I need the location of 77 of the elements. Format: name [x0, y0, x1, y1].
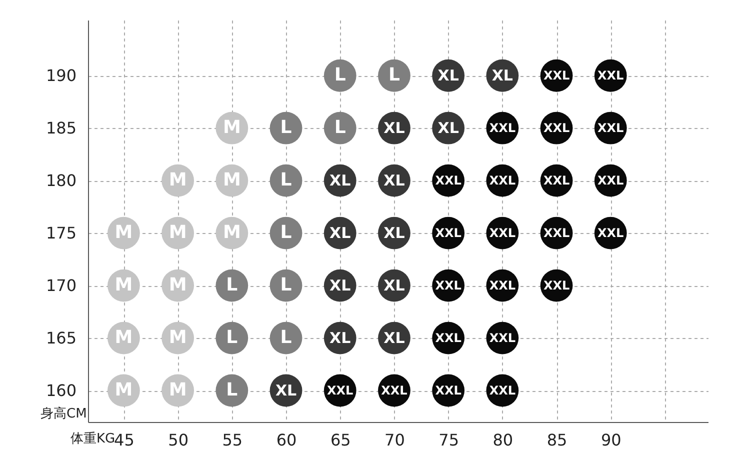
x-tick-label: 85 — [546, 430, 568, 450]
y-tick-label: 185 — [46, 118, 76, 138]
text: L — [280, 274, 292, 296]
text: XL — [384, 329, 405, 348]
text: M — [222, 170, 241, 191]
text: XXL — [489, 278, 516, 293]
text: XL — [384, 172, 405, 190]
text: XXL — [598, 174, 624, 188]
text: L — [280, 170, 292, 191]
x-tick-label: 50 — [168, 430, 188, 450]
text: M — [168, 170, 187, 191]
text: L — [226, 274, 238, 296]
y-axis-title: 身高CM — [40, 406, 87, 422]
y-tick-label: 170 — [46, 276, 76, 296]
text: XXL — [435, 331, 462, 346]
text: XL — [438, 66, 459, 85]
x-axis-title: 体重KG — [70, 432, 116, 446]
text: M — [114, 327, 133, 348]
x-tick-label: 60 — [276, 430, 297, 450]
text: M — [114, 380, 133, 401]
x-tick-label: 65 — [330, 430, 351, 450]
text: XL — [438, 119, 459, 138]
x-tick-label: 45 — [114, 430, 134, 450]
x-tick-label: 90 — [600, 430, 622, 450]
text: XXL — [598, 121, 624, 136]
text: XXL — [435, 174, 462, 188]
x-tick-label: 55 — [222, 430, 243, 450]
text: L — [280, 222, 292, 244]
text: M — [168, 222, 187, 244]
text: XL — [384, 224, 405, 242]
text: XXL — [489, 226, 516, 240]
text: M — [222, 117, 241, 138]
text: XL — [384, 276, 405, 295]
x-tick-label: 70 — [384, 430, 405, 450]
text: XXL — [435, 226, 462, 240]
text: XXL — [543, 121, 570, 136]
y-tick-label: 160 — [46, 381, 76, 400]
text: XXL — [327, 384, 354, 398]
text: XXL — [489, 121, 516, 136]
text: XXL — [435, 384, 462, 398]
y-tick-label: 175 — [46, 224, 76, 243]
text: XXL — [598, 226, 624, 240]
text: XXL — [489, 384, 516, 398]
text: XL — [330, 329, 351, 348]
text: XXL — [543, 174, 570, 188]
text: L — [334, 64, 346, 86]
text: XXL — [598, 68, 624, 83]
x-tick-label: 75 — [438, 430, 459, 450]
series-label: XL — [275, 382, 298, 400]
text: L — [226, 380, 238, 401]
text: M — [114, 274, 133, 296]
text: L — [280, 327, 292, 348]
series-label: XXL — [489, 331, 516, 346]
x-tick-label: 80 — [492, 430, 514, 450]
text: L — [280, 117, 292, 138]
y-tick-label: 180 — [46, 171, 76, 190]
y-tick-label: 190 — [46, 66, 76, 86]
text: XXL — [543, 278, 570, 293]
text: M — [222, 222, 241, 244]
text: XXL — [543, 68, 570, 83]
text: XL — [330, 224, 351, 242]
text: M — [168, 380, 187, 401]
text: L — [388, 64, 400, 86]
text: L — [334, 117, 346, 138]
text: XL — [384, 119, 405, 138]
text: XL — [330, 172, 351, 190]
y-tick-label: 165 — [46, 328, 76, 348]
text: XL — [492, 66, 513, 85]
text: M — [114, 222, 133, 244]
series-label: M — [168, 327, 187, 348]
text: M — [168, 274, 187, 296]
text: XL — [330, 276, 351, 295]
text: XXL — [543, 226, 570, 240]
text: XXL — [381, 384, 408, 398]
series-label: L — [226, 327, 238, 348]
text: XXL — [435, 278, 462, 293]
text: XXL — [489, 174, 516, 188]
